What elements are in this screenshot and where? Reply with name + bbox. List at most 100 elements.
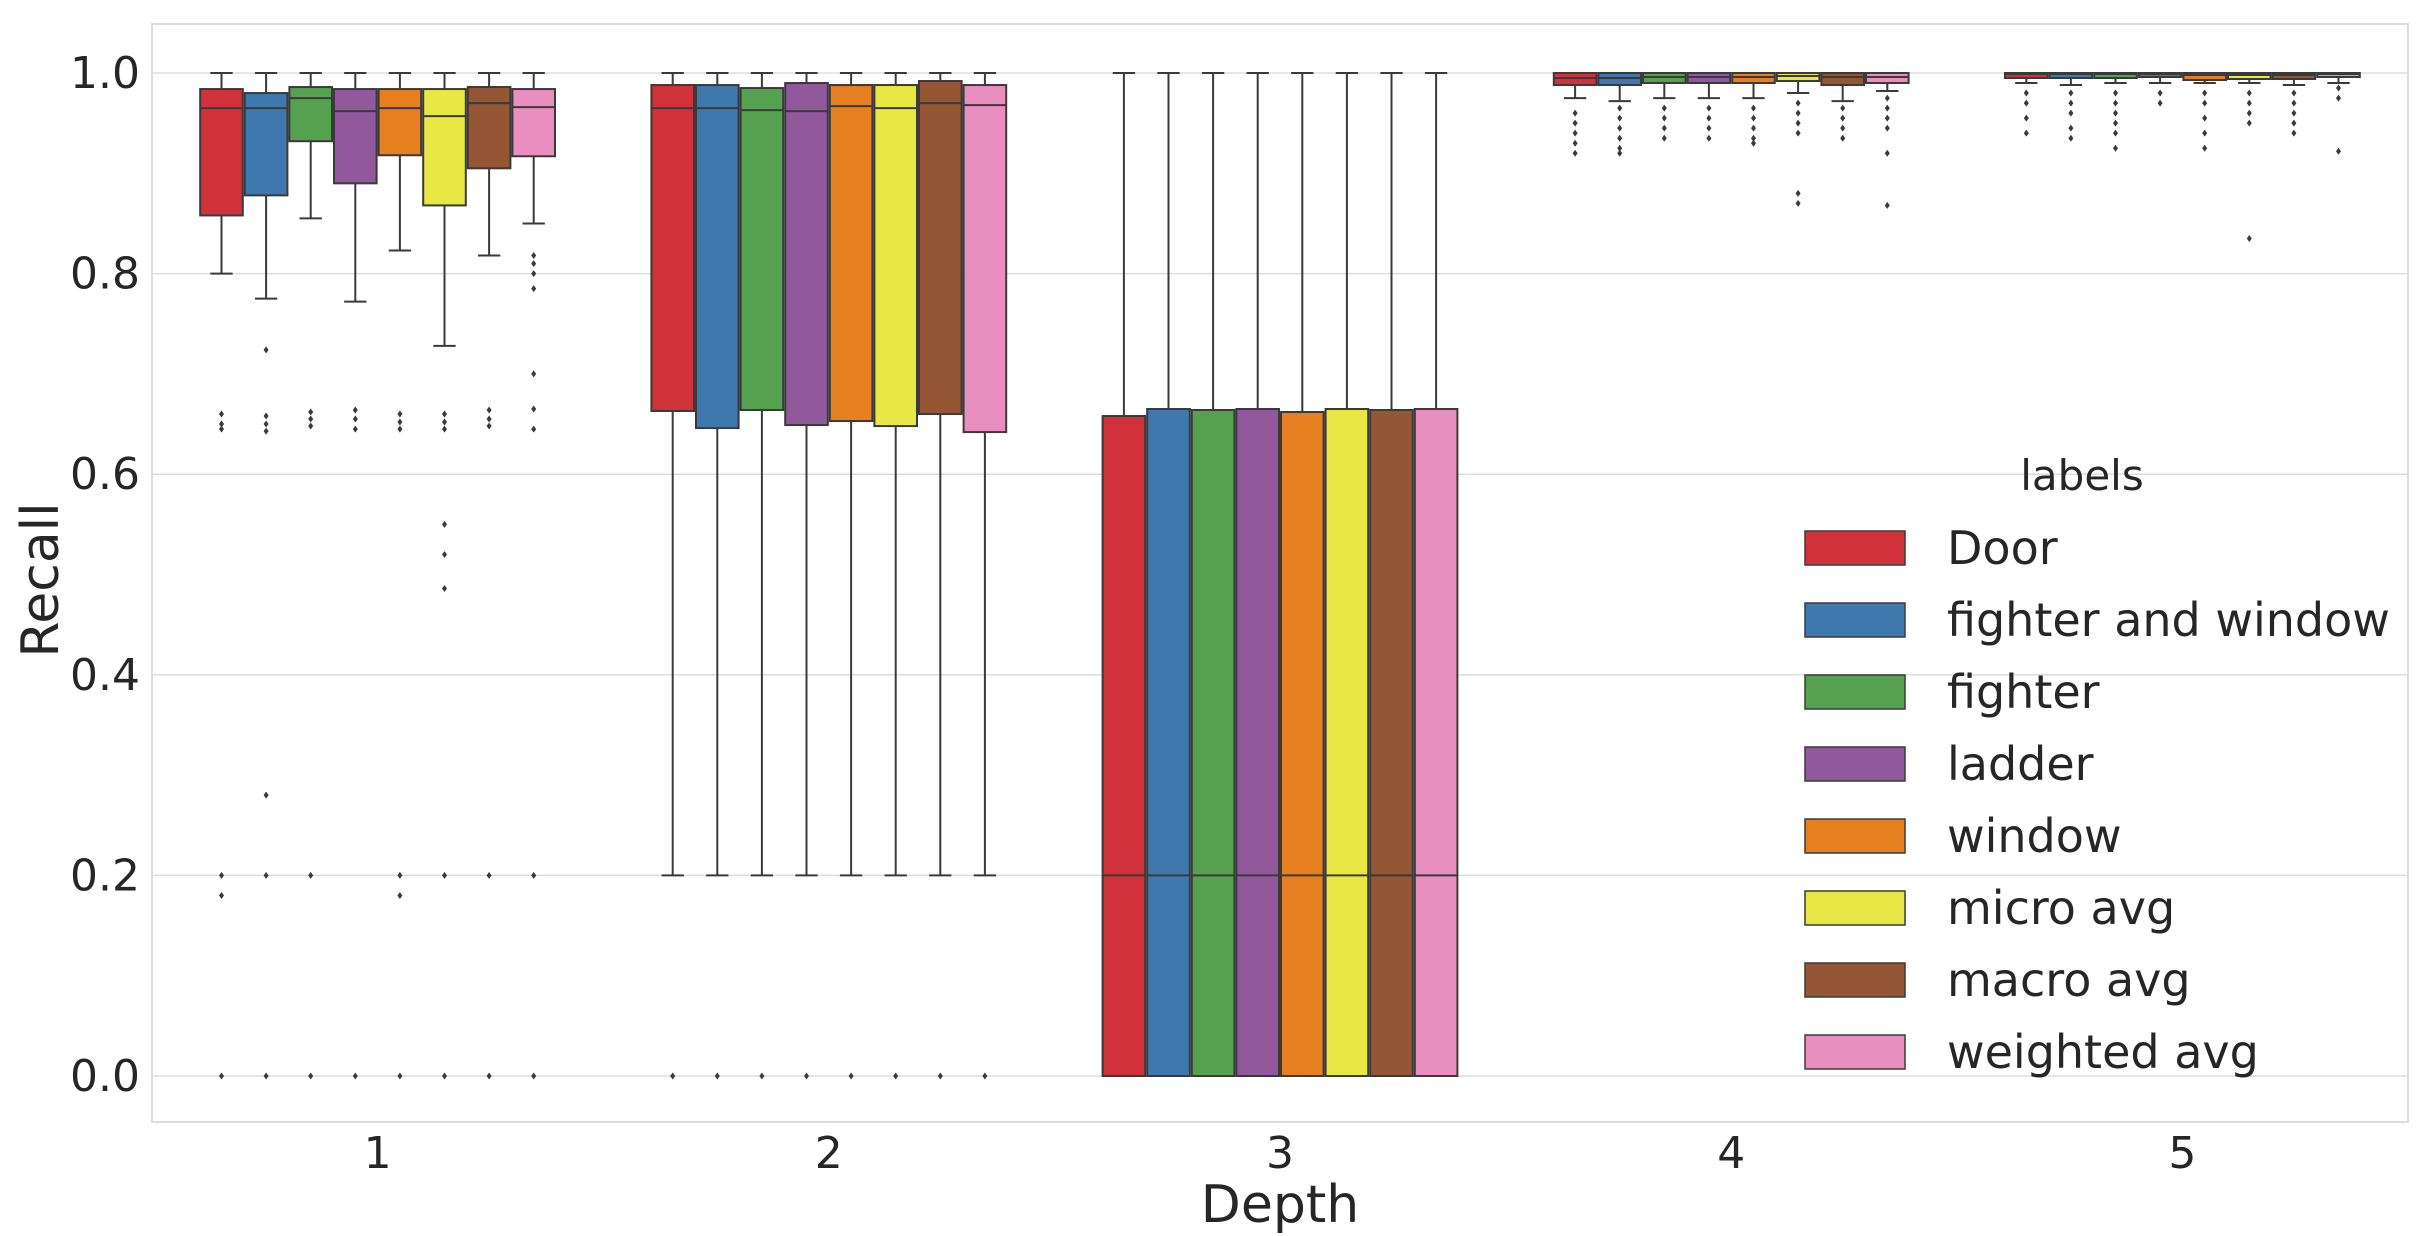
- flier-point: [442, 550, 447, 558]
- flier-point: [1661, 124, 1667, 132]
- box-body: [199, 88, 244, 217]
- box-body: [1775, 72, 1821, 83]
- x-tick-labels: 1 2 3 4 5: [364, 1128, 2197, 1179]
- flier-point: [1751, 134, 1756, 142]
- flier-point: [714, 1072, 720, 1080]
- box-body: [466, 86, 512, 170]
- flier-point: [2157, 89, 2163, 97]
- box-macro-avg-depth-2: [918, 72, 963, 1080]
- legend-swatch: [1804, 746, 1906, 782]
- box-micro-avg-depth-4: [1775, 72, 1821, 207]
- y-tick-labels: 0.0 0.2 0.4 0.6 0.8 1.0: [70, 48, 140, 1102]
- flier-point: [397, 425, 403, 433]
- flier-point: [1572, 109, 1578, 117]
- x-tick-label: 3: [1266, 1128, 1294, 1179]
- box-body: [1731, 72, 1776, 85]
- box-micro-avg-depth-5: [2227, 72, 2272, 242]
- legend-swatch: [1804, 530, 1906, 566]
- box-body: [2227, 72, 2272, 81]
- flier-point: [442, 585, 447, 593]
- x-tick-label: 5: [2168, 1128, 2196, 1179]
- flier-point: [531, 252, 537, 260]
- flier-point: [2068, 89, 2074, 97]
- box-Door-depth-5: [2004, 72, 2049, 137]
- flier-point: [442, 418, 447, 426]
- box-body: [1552, 72, 1598, 87]
- flier-point: [2246, 109, 2252, 117]
- flier-point: [352, 415, 358, 423]
- flier-point: [2113, 89, 2118, 97]
- box-window-depth-1: [377, 72, 423, 1080]
- flier-point: [1617, 114, 1623, 122]
- box-ladder-depth-1: [333, 72, 378, 1080]
- flier-point: [2246, 119, 2252, 127]
- flier-point: [263, 871, 269, 879]
- box-weighted-avg-depth-3: [1413, 72, 1459, 1077]
- box-fighter-depth-3: [1190, 72, 1236, 1077]
- flier-point: [2336, 84, 2341, 92]
- y-tick-label: 1.0: [70, 48, 140, 99]
- flier-point: [308, 422, 314, 430]
- flier-point: [1840, 134, 1846, 142]
- box-body: [1369, 409, 1414, 1077]
- box-body: [1146, 408, 1191, 1077]
- flier-point: [2291, 109, 2297, 117]
- flier-point: [2202, 99, 2208, 107]
- flier-point: [1751, 104, 1756, 112]
- legend-swatch: [1804, 674, 1906, 710]
- flier-point: [804, 1072, 809, 1080]
- box-Door-depth-4: [1552, 72, 1598, 157]
- flier-point: [352, 406, 358, 414]
- flier-point: [1795, 189, 1801, 197]
- flier-point: [1884, 114, 1890, 122]
- flier-point: [1617, 134, 1623, 142]
- box-Door-depth-3: [1101, 72, 1147, 1077]
- box-body: [2316, 72, 2361, 79]
- flier-point: [893, 1072, 899, 1080]
- flier-point: [397, 871, 403, 879]
- box-weighted-avg-depth-1: [511, 72, 557, 1080]
- flier-point: [2291, 89, 2297, 97]
- flier-point: [531, 270, 537, 278]
- flier-point: [219, 891, 224, 899]
- box-window-depth-4: [1731, 72, 1776, 147]
- y-tick-label: 0.2: [70, 850, 140, 901]
- legend-label: fighter and window: [1947, 593, 2390, 647]
- box-fighter-and-window-depth-2: [695, 72, 740, 1080]
- box-ladder-depth-4: [1686, 72, 1732, 142]
- flier-point: [2113, 99, 2118, 107]
- box-body: [1413, 408, 1459, 1077]
- box-ladder-depth-2: [784, 72, 829, 1080]
- flier-point: [1572, 119, 1578, 127]
- flier-point: [2291, 119, 2297, 127]
- box-weighted-avg-depth-2: [962, 72, 1008, 1080]
- flier-point: [2068, 124, 2074, 132]
- flier-point: [352, 1072, 358, 1080]
- flier-point: [1572, 149, 1578, 157]
- box-body: [1820, 72, 1866, 87]
- flier-point: [219, 420, 224, 428]
- box-body: [962, 84, 1008, 434]
- box-fighter-depth-4: [1642, 72, 1687, 142]
- flier-point: [2023, 129, 2029, 137]
- flier-point: [1884, 149, 1890, 157]
- flier-point: [263, 420, 269, 428]
- flier-point: [1661, 114, 1667, 122]
- flier-point: [1884, 124, 1890, 132]
- flier-point: [2157, 99, 2163, 107]
- flier-point: [397, 418, 403, 426]
- x-tick-label: 2: [815, 1128, 843, 1179]
- flier-point: [2336, 147, 2341, 155]
- legend-label: window: [1947, 809, 2122, 863]
- x-tick-label: 1: [364, 1128, 392, 1179]
- box-fighter-and-window-depth-3: [1146, 72, 1191, 1077]
- box-body: [377, 88, 423, 157]
- flier-point: [1884, 201, 1890, 209]
- flier-point: [2202, 114, 2208, 122]
- flier-point: [2113, 144, 2118, 152]
- flier-point: [1751, 124, 1756, 132]
- box-body: [1597, 72, 1643, 87]
- flier-point: [397, 1072, 403, 1080]
- box-body: [511, 88, 557, 158]
- legend-label: ladder: [1947, 737, 2094, 791]
